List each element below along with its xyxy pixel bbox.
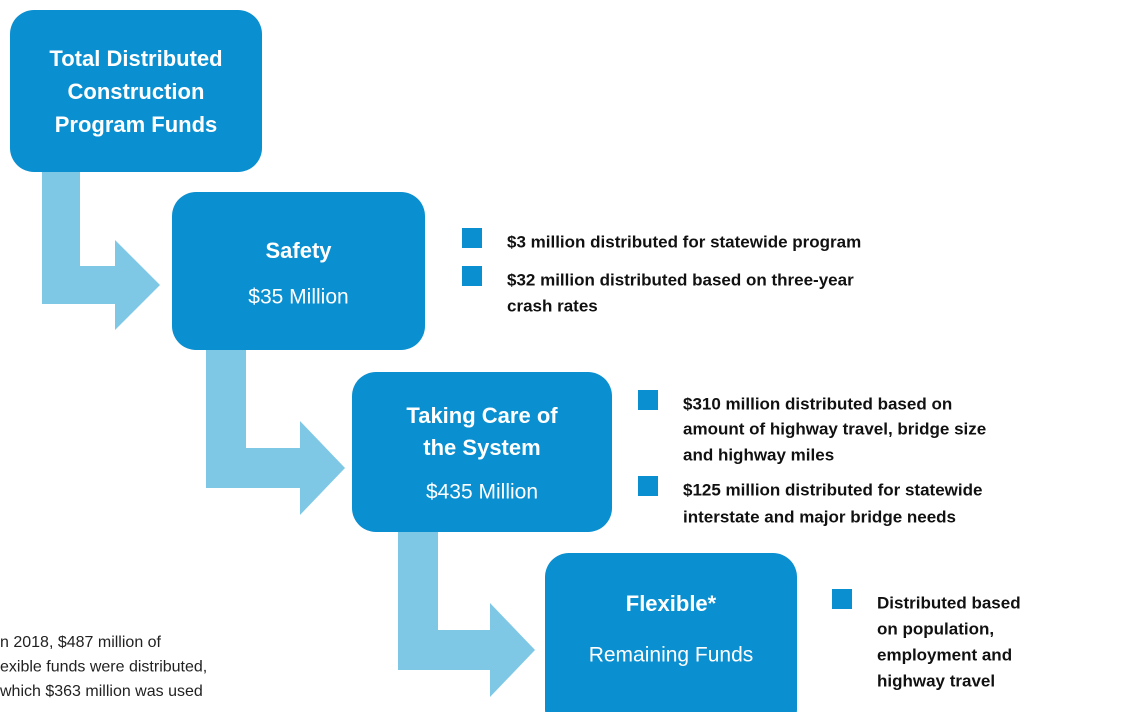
footnote: which $363 million was used [0, 683, 203, 700]
bullet-square [462, 228, 482, 248]
box [10, 10, 262, 172]
arrow [206, 350, 345, 515]
box [352, 372, 612, 532]
bullet-square [832, 589, 852, 609]
bullet-text: $310 million distributed based on [683, 394, 952, 413]
box-title: Flexible* [626, 591, 717, 616]
footnote: n 2018, $487 million of [0, 634, 162, 651]
bullet-text: highway travel [877, 671, 995, 690]
box-title: Safety [265, 238, 332, 263]
bullet-text: crash rates [507, 296, 598, 315]
box-title: the System [423, 435, 540, 460]
box-amount: $35 Million [248, 286, 348, 309]
bullet-text: Distributed based [877, 593, 1021, 612]
arrow [42, 172, 160, 330]
box-title: Program Funds [55, 112, 218, 137]
bullet-text: interstate and major bridge needs [683, 507, 956, 526]
arrow [398, 532, 535, 697]
box-title: Taking Care of [406, 403, 558, 428]
bullet-square [462, 266, 482, 286]
box-amount: Remaining Funds [589, 644, 754, 667]
bullet-text: on population, [877, 619, 994, 638]
bullet-text: employment and [877, 645, 1012, 664]
box-title: Construction [68, 79, 205, 104]
box [172, 192, 425, 350]
bullet-square [638, 476, 658, 496]
bullet-square [638, 390, 658, 410]
box-title: Total Distributed [49, 46, 222, 71]
bullet-text: $125 million distributed for statewide [683, 480, 982, 499]
arrows [42, 172, 535, 697]
box-amount: $435 Million [426, 481, 538, 504]
bullet-text: and highway miles [683, 445, 834, 464]
box [545, 553, 797, 712]
bullet-text: $32 million distributed based on three-y… [507, 270, 854, 289]
bullet-text: amount of highway travel, bridge size [683, 419, 986, 438]
footnote: exible funds were distributed, [0, 659, 207, 676]
bullet-text: $3 million distributed for statewide pro… [507, 232, 861, 251]
